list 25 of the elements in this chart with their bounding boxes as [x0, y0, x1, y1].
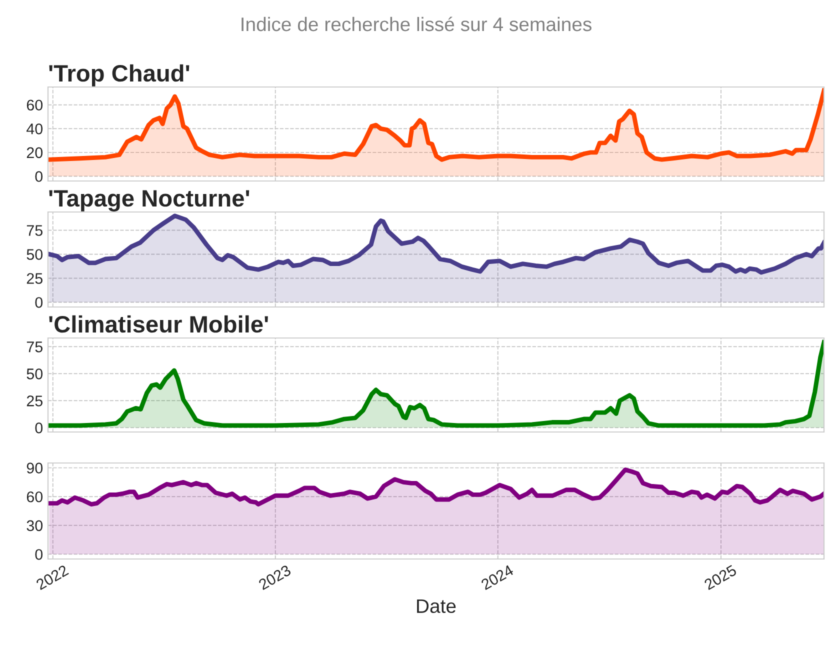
x-tick-label: 2025	[704, 564, 738, 590]
y-tick-label: 20	[26, 147, 43, 158]
chart-title: 'Climatiseur Mobile'	[49, 315, 268, 333]
y-tick-label: 0	[35, 549, 43, 560]
x-tick-label: 2022	[35, 564, 69, 590]
chart-title: 'Trop Chaud'	[49, 64, 190, 86]
y-tick-label: 0	[35, 171, 43, 182]
x-tick-label: 2024	[480, 564, 514, 590]
text: Indice de recherche lissé sur 4 semaines	[242, 16, 592, 32]
y-tick-label: 50	[26, 249, 43, 260]
chart-title: 'Tapage Nocturne'	[49, 190, 250, 212]
x-tick-label: 2023	[258, 564, 292, 590]
x-axis-title: Date	[417, 599, 456, 614]
y-tick-label: 30	[26, 520, 43, 532]
y-tick-label: 25	[26, 273, 42, 284]
y-tick-label: 0	[35, 297, 43, 308]
y-tick-label: 75	[26, 225, 42, 236]
y-tick-label: 60	[26, 100, 43, 111]
y-tick-label: 25	[26, 396, 42, 406]
y-tick-label: 60	[26, 491, 43, 502]
y-tick-label: 40	[26, 124, 43, 134]
y-tick-label: 0	[35, 422, 43, 434]
y-tick-label: 75	[26, 342, 42, 352]
y-tick-label: 90	[26, 462, 43, 474]
y-tick-label: 50	[26, 368, 43, 380]
